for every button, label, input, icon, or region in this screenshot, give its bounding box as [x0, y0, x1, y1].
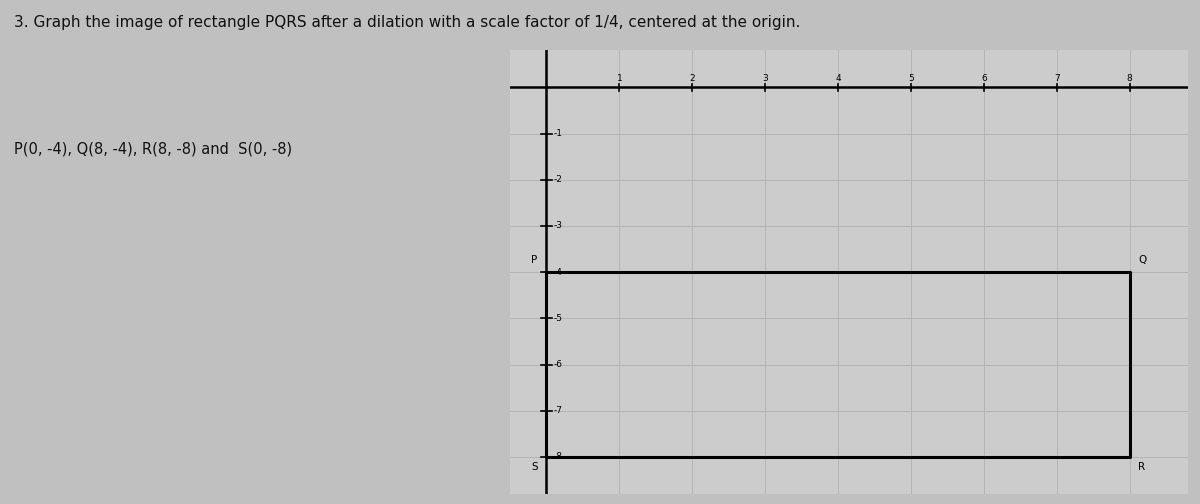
Text: -6: -6 — [553, 360, 563, 369]
Text: -2: -2 — [553, 175, 563, 184]
Text: S: S — [532, 462, 538, 472]
Text: 1: 1 — [617, 74, 623, 83]
Text: -3: -3 — [553, 221, 563, 230]
Text: Q: Q — [1139, 255, 1147, 265]
Text: P(0, -4), Q(8, -4), R(8, -8) and  S(0, -8): P(0, -4), Q(8, -4), R(8, -8) and S(0, -8… — [14, 141, 293, 156]
Text: R: R — [1139, 462, 1146, 472]
Text: 6: 6 — [980, 74, 986, 83]
Text: 2: 2 — [690, 74, 695, 83]
Text: 3: 3 — [762, 74, 768, 83]
Text: 8: 8 — [1127, 74, 1133, 83]
Text: -7: -7 — [553, 406, 563, 415]
Text: 7: 7 — [1054, 74, 1060, 83]
Text: -5: -5 — [553, 314, 563, 323]
Text: 3. Graph the image of rectangle PQRS after a dilation with a scale factor of 1/4: 3. Graph the image of rectangle PQRS aft… — [14, 15, 800, 30]
Text: -8: -8 — [553, 453, 563, 462]
Text: 4: 4 — [835, 74, 841, 83]
Text: -1: -1 — [553, 129, 563, 138]
Text: P: P — [532, 255, 538, 265]
Text: 5: 5 — [908, 74, 914, 83]
Text: -4: -4 — [553, 268, 563, 277]
